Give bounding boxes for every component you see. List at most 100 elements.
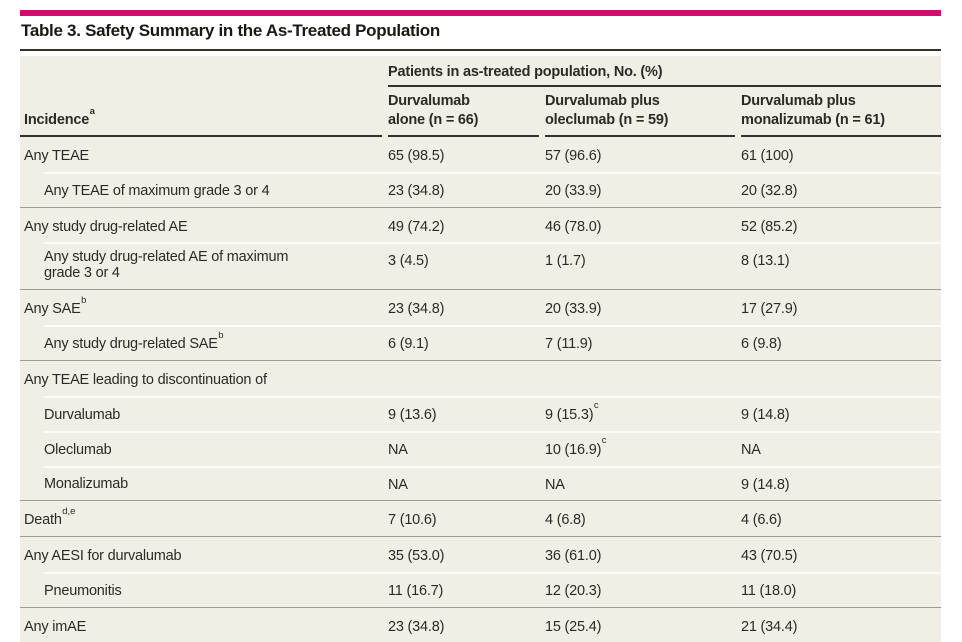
row-label-text: Any AESI for durvalumab: [24, 548, 182, 565]
table-row: Any study drug-related SAEb 6 (9.1) 7 (1…: [20, 325, 941, 360]
cell-value: 20 (32.8): [741, 172, 941, 207]
cell-value: 35 (53.0): [388, 537, 545, 572]
table-row: Any imAE 23 (34.8) 15 (25.4) 21 (34.4): [20, 606, 941, 642]
row-label-text: Pneumonitis: [44, 582, 122, 599]
column-header-durvalumab-alone: Durvalumab alone (n = 66): [388, 87, 545, 137]
cell-value: 49 (74.2): [388, 208, 545, 243]
row-label: Any study drug-related AE: [20, 208, 388, 243]
column-header-line1: Durvalumab plus: [741, 93, 856, 109]
cell-value: 9 (14.8): [741, 466, 941, 501]
title-rule: [20, 49, 941, 51]
cell-value: 9 (15.3)c: [545, 396, 741, 431]
cell-value-text: 35 (53.0): [388, 548, 445, 565]
table-row: Any study drug-related AE 49 (74.2) 46 (…: [20, 206, 941, 243]
row-label-text: Any SAE: [24, 301, 81, 318]
cell-value-text: 8 (13.1): [741, 253, 790, 270]
incidence-label: Incidence: [24, 112, 90, 128]
cell-value: 11 (16.7): [388, 572, 545, 607]
cell-value-text: 36 (61.0): [545, 548, 602, 565]
cell-value: 4 (6.8): [545, 501, 741, 536]
cell-value: 9 (13.6): [388, 396, 545, 431]
column-group-header: Patients in as-treated population, No. (…: [388, 56, 941, 87]
row-label: Any TEAE: [20, 137, 388, 172]
cell-value-text: 20 (33.9): [545, 301, 602, 318]
table-header-group-row: Patients in as-treated population, No. (…: [20, 56, 941, 87]
cell-value: NA: [741, 431, 941, 466]
footnote-marker: b: [81, 294, 87, 306]
table-row: Deathd,e 7 (10.6) 4 (6.8) 4 (6.6): [20, 500, 941, 536]
cell-value: 23 (34.8): [388, 172, 545, 207]
cell-value-text: 23 (34.8): [388, 618, 445, 635]
row-label: Oleclumab: [20, 431, 388, 466]
cell-value: NA: [388, 431, 545, 466]
cell-value-text: 4 (6.6): [741, 512, 782, 529]
row-label: Durvalumab: [20, 396, 388, 431]
row-label: Any SAEb: [20, 290, 388, 325]
table-row: Any AESI for durvalumab 35 (53.0) 36 (61…: [20, 536, 941, 572]
cell-value: 43 (70.5): [741, 537, 941, 572]
cell-value: 20 (33.9): [545, 172, 741, 207]
footnote-marker: c: [601, 435, 607, 447]
table-row: Pneumonitis 11 (16.7) 12 (20.3) 11 (18.0…: [20, 572, 941, 607]
cell-value: 21 (34.4): [741, 608, 941, 642]
row-label: Deathd,e: [20, 501, 388, 536]
cell-value: 46 (78.0): [545, 208, 741, 243]
cell-value: 3 (4.5): [388, 242, 545, 289]
cell-value-text: NA: [741, 441, 761, 458]
table-row: Any SAEb 23 (34.8) 20 (33.9) 17 (27.9): [20, 289, 941, 325]
cell-value-text: 12 (20.3): [545, 582, 602, 599]
footnote-marker: c: [593, 400, 599, 412]
cell-value-text: 6 (9.8): [741, 336, 782, 353]
cell-value-text: 46 (78.0): [545, 218, 602, 235]
cell-value: 9 (14.8): [741, 396, 941, 431]
cell-value: 8 (13.1): [741, 242, 941, 289]
cell-value-text: 9 (13.6): [388, 406, 437, 423]
table-row: Durvalumab 9 (13.6) 9 (15.3)c 9 (14.8): [20, 395, 941, 431]
cell-value: 23 (34.8): [388, 608, 545, 642]
cell-value: NA: [388, 466, 545, 501]
cell-value-text: 7 (11.9): [545, 336, 593, 353]
row-label: Any AESI for durvalumab: [20, 537, 388, 572]
column-header-durvalumab-oleclumab: Durvalumab plus oleclumab (n = 59): [545, 87, 741, 137]
cell-value-text: NA: [388, 476, 408, 493]
footnote-marker: d,e: [62, 505, 76, 517]
cell-value-text: 1 (1.7): [545, 253, 586, 270]
cell-value-text: 6 (9.1): [388, 336, 429, 353]
table-row: Any TEAE of maximum grade 3 or 4 23 (34.…: [20, 171, 941, 207]
row-label: Any study drug-related AE of maximum gra…: [20, 242, 388, 289]
column-header-line1: Durvalumab: [388, 93, 470, 109]
cell-value-text: NA: [545, 476, 565, 493]
cell-value-text: 7 (10.6): [388, 512, 437, 529]
column-header-line2: monalizumab (n = 61): [741, 112, 885, 128]
accent-bar: [20, 10, 941, 16]
cell-value: 17 (27.9): [741, 290, 941, 325]
cell-value-text: 23 (34.8): [388, 182, 445, 199]
cell-value: 52 (85.2): [741, 208, 941, 243]
cell-value-text: 61 (100): [741, 147, 794, 164]
cell-value: 12 (20.3): [545, 572, 741, 607]
row-label-text: Any study drug-related AE of maximum gra…: [44, 249, 289, 282]
cell-value-text: 9 (14.8): [741, 476, 790, 493]
row-label-text: Any TEAE leading to discontinuation of: [24, 371, 267, 388]
cell-value-text: 4 (6.8): [545, 512, 586, 529]
row-label: Any study drug-related SAEb: [20, 325, 388, 360]
cell-value: 6 (9.1): [388, 325, 545, 360]
cell-value: 36 (61.0): [545, 537, 741, 572]
table-header-row: Incidencea Durvalumab alone (n = 66) Dur…: [20, 87, 941, 137]
cell-value: NA: [545, 466, 741, 501]
row-label-text: Any TEAE: [24, 147, 90, 164]
column-header-line1: Durvalumab plus: [545, 93, 660, 109]
table-row: Any study drug-related AE of maximum gra…: [20, 242, 941, 289]
row-label-text: Death: [24, 512, 62, 529]
cell-value-text: 11 (18.0): [741, 582, 797, 599]
table-row: Monalizumab NA NA 9 (14.8): [20, 465, 941, 501]
table-row: Oleclumab NA 10 (16.9)c NA: [20, 430, 941, 466]
table-row: Any TEAE leading to discontinuation of: [20, 360, 941, 396]
row-label: Monalizumab: [20, 466, 388, 501]
cell-value: [545, 361, 741, 396]
cell-value-text: 17 (27.9): [741, 301, 798, 318]
column-header-durvalumab-monalizumab: Durvalumab plus monalizumab (n = 61): [741, 87, 941, 137]
cell-value: 6 (9.8): [741, 325, 941, 360]
cell-value: [741, 361, 941, 396]
row-label-text: Any study drug-related AE: [24, 218, 188, 235]
